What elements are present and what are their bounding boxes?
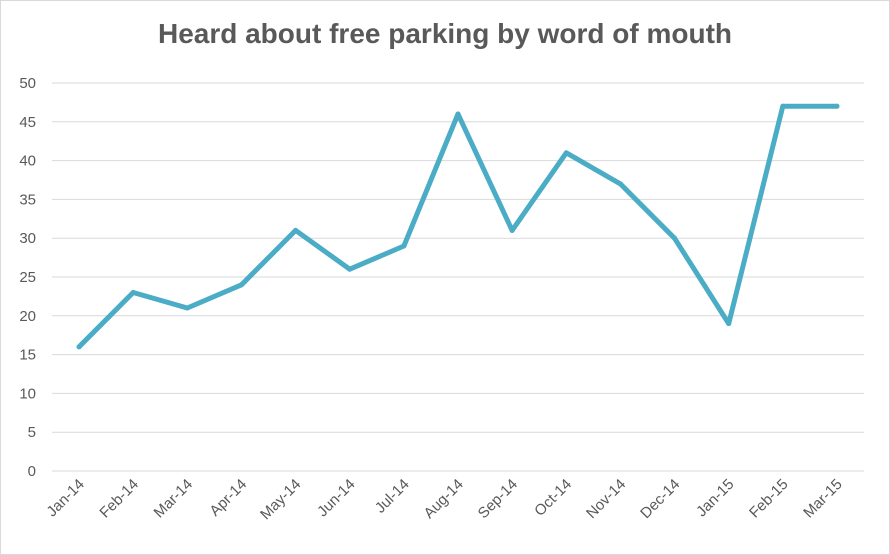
x-tick-label: Dec-14 (637, 476, 683, 522)
data-point (672, 235, 678, 241)
data-point (76, 344, 82, 350)
data-point (780, 103, 786, 109)
x-tick-label: Apr-14 (206, 476, 250, 520)
data-point (834, 103, 840, 109)
gridlines (52, 82, 864, 472)
data-point (617, 181, 623, 187)
y-tick-label: 25 (19, 269, 36, 286)
data-point (130, 290, 136, 296)
y-tick-label: 35 (19, 191, 36, 208)
x-tick-label: Feb-15 (746, 476, 792, 522)
x-tick-label: Jan-15 (693, 476, 737, 520)
y-axis-tick-labels: 0 5 10 15 20 25 30 35 40 45 50 (19, 75, 36, 480)
y-tick-label: 50 (19, 75, 36, 92)
x-tick-label: May-14 (257, 476, 304, 523)
data-point (401, 243, 407, 249)
x-tick-label: Nov-14 (583, 476, 629, 522)
x-tick-label: Jun-14 (314, 476, 358, 520)
data-point (563, 150, 569, 156)
x-axis-tick-labels: Jan-14 Feb-14 Mar-14 Apr-14 May-14 Jun-14 Jul-… (43, 476, 845, 523)
y-tick-label: 10 (19, 385, 36, 402)
data-point (293, 227, 299, 233)
data-point (726, 321, 732, 327)
y-tick-label: 5 (28, 424, 36, 441)
x-tick-label: Jan-14 (43, 476, 87, 520)
series-lines (76, 103, 840, 350)
data-point (238, 282, 244, 288)
series-line-0 (76, 103, 840, 350)
x-tick-label: Sep-14 (475, 476, 521, 522)
data-point (347, 266, 353, 272)
x-tick-label: Mar-14 (151, 476, 197, 522)
x-tick-label: Aug-14 (421, 476, 467, 522)
chart-title: Heard about free parking by word of mout… (157, 18, 733, 49)
y-tick-label: 15 (19, 347, 36, 364)
x-tick-label: Feb-14 (96, 476, 142, 522)
y-tick-label: 0 (28, 463, 36, 480)
y-tick-label: 45 (19, 114, 36, 131)
data-point (455, 111, 461, 117)
x-tick-label: Jul-14 (372, 476, 413, 517)
x-tick-label: Oct-14 (531, 476, 575, 520)
y-tick-label: 40 (19, 153, 36, 170)
data-point (184, 305, 190, 311)
x-tick-label: Mar-15 (800, 476, 846, 522)
data-point (509, 227, 515, 233)
y-tick-label: 20 (19, 308, 36, 325)
y-tick-label: 30 (19, 230, 36, 247)
